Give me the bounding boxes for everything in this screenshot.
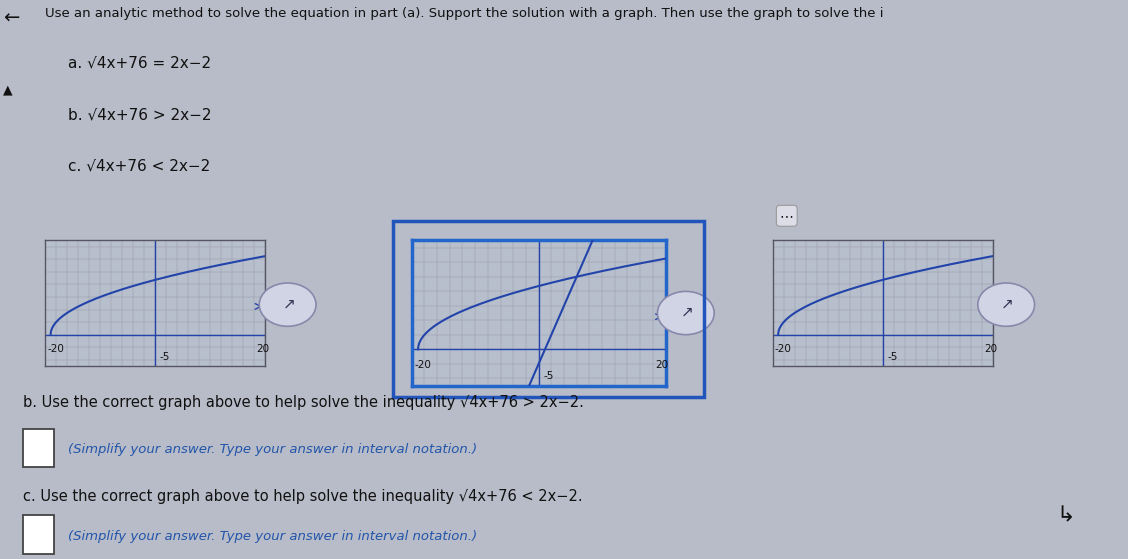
- Text: -20: -20: [775, 343, 792, 353]
- Text: 20: 20: [256, 343, 270, 353]
- Text: ⋯: ⋯: [779, 209, 794, 223]
- Text: 20: 20: [984, 343, 997, 353]
- Text: ▲: ▲: [3, 83, 14, 96]
- Circle shape: [978, 283, 1034, 326]
- Text: 20: 20: [655, 359, 669, 369]
- Text: b. √4x+76 > 2x−2: b. √4x+76 > 2x−2: [68, 107, 211, 122]
- Text: ↗: ↗: [282, 296, 296, 311]
- Text: (Simplify your answer. Type your answer in interval notation.): (Simplify your answer. Type your answer …: [68, 443, 477, 456]
- Text: Use an analytic method to solve the equation in part (a). Support the solution w: Use an analytic method to solve the equa…: [45, 7, 883, 20]
- Text: x: x: [274, 301, 281, 311]
- Circle shape: [658, 291, 714, 335]
- Text: -20: -20: [47, 343, 64, 353]
- Text: (Simplify your answer. Type your answer in interval notation.): (Simplify your answer. Type your answer …: [68, 529, 477, 543]
- Text: c. √4x+76 < 2x−2: c. √4x+76 < 2x−2: [68, 159, 210, 174]
- Text: x: x: [1002, 301, 1008, 311]
- Text: -5: -5: [887, 352, 898, 362]
- Text: ←: ←: [3, 9, 20, 28]
- Bar: [393, 221, 704, 397]
- Text: b. Use the correct graph above to help solve the inequality √4x+76 > 2x−2.: b. Use the correct graph above to help s…: [23, 395, 583, 410]
- Text: c. Use the correct graph above to help solve the inequality √4x+76 < 2x−2.: c. Use the correct graph above to help s…: [23, 489, 582, 504]
- Circle shape: [259, 283, 316, 326]
- Text: x: x: [676, 312, 682, 321]
- Text: ↗: ↗: [1001, 296, 1014, 311]
- Text: a. √4x+76 = 2x−2: a. √4x+76 = 2x−2: [68, 56, 211, 71]
- FancyBboxPatch shape: [23, 429, 54, 467]
- FancyBboxPatch shape: [23, 515, 54, 554]
- Text: -5: -5: [159, 352, 170, 362]
- Text: -20: -20: [414, 359, 431, 369]
- Text: -5: -5: [544, 371, 554, 381]
- Text: ↳: ↳: [1057, 505, 1075, 525]
- Text: ↗: ↗: [680, 305, 694, 320]
